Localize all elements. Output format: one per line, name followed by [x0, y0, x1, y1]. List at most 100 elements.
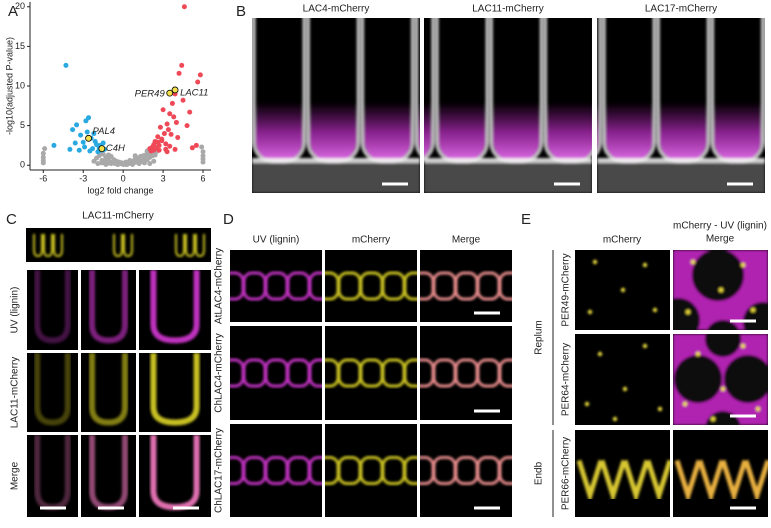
data-point — [90, 146, 96, 152]
cells — [325, 271, 417, 301]
signal — [755, 406, 761, 412]
cell-outline — [308, 358, 322, 388]
lignin — [713, 102, 762, 162]
signal — [740, 262, 746, 268]
image-background — [673, 430, 768, 517]
data-point — [173, 119, 179, 125]
data-point — [136, 161, 142, 167]
tissue — [597, 163, 765, 193]
cells — [420, 271, 512, 301]
micrograph — [201, 0, 420, 193]
x-tick-label: 6 — [201, 173, 206, 183]
micrograph — [27, 435, 78, 517]
data-point — [80, 139, 86, 145]
cells — [230, 456, 322, 485]
image-title: LAC17-mCherry — [645, 4, 717, 15]
data-point — [157, 124, 163, 130]
group-label: Replum — [534, 320, 545, 354]
data-point — [40, 150, 46, 156]
data-point — [155, 139, 161, 145]
lignin — [417, 102, 420, 150]
data-point — [160, 107, 166, 113]
micrograph — [81, 270, 136, 350]
image-background — [575, 430, 670, 517]
signal — [750, 307, 756, 313]
upper-cell — [254, 0, 304, 15]
cell-outline — [498, 271, 512, 301]
data-point — [95, 161, 101, 167]
column-label: mCherry — [603, 235, 641, 246]
data-point — [132, 153, 138, 159]
column-label: mCherry — [352, 235, 390, 246]
x-axis-label: log2 fold change — [87, 185, 153, 195]
micrograph — [325, 250, 417, 322]
data-point — [91, 131, 97, 137]
upper-cell — [545, 0, 595, 15]
data-point — [175, 135, 181, 141]
cell-outline — [150, 353, 200, 426]
cell-outline — [89, 270, 128, 344]
data-point — [84, 129, 90, 135]
cell-lumen — [673, 298, 700, 330]
data-point — [86, 115, 92, 121]
data-point — [96, 153, 102, 159]
column-label: mCherry - UV (lignin) — [673, 221, 767, 232]
cells — [201, 0, 420, 193]
data-point — [78, 132, 84, 138]
signal — [645, 459, 670, 504]
wall-band — [252, 158, 420, 163]
cell-wall — [764, 18, 765, 146]
upper-cell — [362, 0, 412, 15]
signal — [740, 343, 746, 349]
cell-lumen — [743, 302, 768, 330]
point-label: PER49 — [135, 89, 166, 100]
row-label: UV (lignin) — [10, 287, 21, 334]
cell — [150, 270, 200, 344]
signal — [642, 262, 648, 268]
micrograph — [139, 353, 211, 432]
micrograph — [673, 334, 768, 425]
signal — [657, 406, 663, 412]
micrograph — [325, 326, 417, 420]
data-point — [123, 161, 129, 167]
data-point — [161, 131, 167, 137]
signal — [697, 459, 725, 504]
signal — [599, 459, 627, 504]
data-point — [156, 147, 162, 153]
data-point — [72, 140, 78, 146]
row-label: LAC11-mCherry — [10, 357, 21, 429]
data-point — [155, 134, 161, 140]
row-label: PER64-mCherry — [561, 343, 572, 416]
data-point — [195, 79, 201, 85]
data-point — [200, 153, 206, 159]
cell — [89, 353, 128, 426]
cell-lumen — [674, 355, 722, 403]
image-title: LAC11-mCherry — [82, 211, 154, 222]
signal — [622, 386, 628, 392]
cell-lumen — [705, 334, 741, 357]
signal — [576, 459, 604, 504]
lignin — [605, 102, 653, 162]
cell-outline — [403, 271, 417, 301]
data-point — [103, 161, 109, 167]
cells — [584, 343, 663, 422]
data-point — [99, 157, 105, 163]
upper-cell — [767, 0, 771, 15]
data-point — [180, 97, 186, 103]
data-point — [129, 161, 135, 167]
lignin — [201, 102, 249, 162]
row-label: Merge — [10, 461, 21, 490]
y-tick-label: 20 — [15, 1, 25, 11]
cell-outline — [53, 234, 63, 258]
upper-cell — [600, 0, 650, 15]
signal — [652, 307, 658, 313]
cell-outline — [113, 234, 123, 258]
data-point — [200, 149, 206, 155]
signal — [743, 459, 768, 504]
point-label: LAC11 — [180, 87, 208, 98]
lignin — [255, 102, 303, 162]
data-point — [98, 145, 106, 153]
data-point — [67, 146, 73, 152]
micrograph — [575, 334, 670, 425]
data-point — [164, 121, 170, 127]
